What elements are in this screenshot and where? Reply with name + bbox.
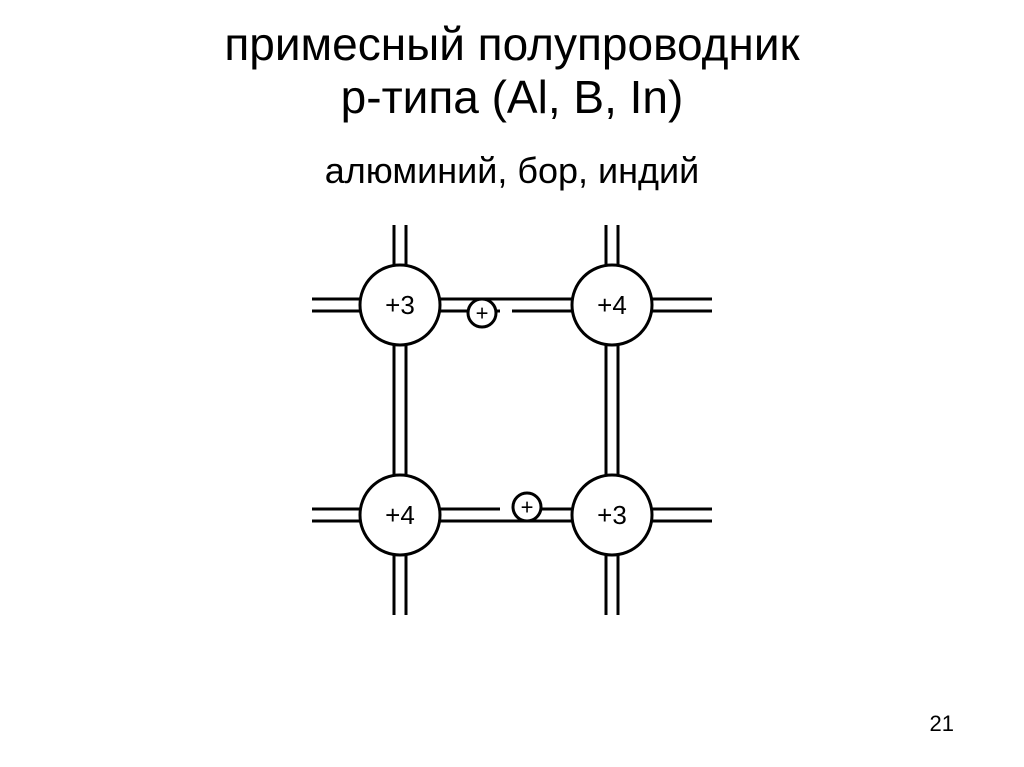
svg-text:+3: +3 (385, 290, 415, 320)
lattice-svg: +3 +4 +4 +3 + + (312, 225, 712, 625)
svg-text:+4: +4 (597, 290, 627, 320)
slide-title: примесный полупроводник p-типа (Al, B, I… (0, 18, 1024, 124)
svg-text:+: + (521, 495, 534, 520)
slide-subtitle: алюминий, бор, индий (0, 150, 1024, 192)
lattice-diagram: +3 +4 +4 +3 + + (312, 225, 712, 625)
slide-page: примесный полупроводник p-типа (Al, B, I… (0, 0, 1024, 767)
title-line-1: примесный полупроводник (224, 18, 799, 70)
svg-text:+3: +3 (597, 500, 627, 530)
svg-text:+: + (476, 301, 489, 326)
svg-text:+4: +4 (385, 500, 415, 530)
page-number: 21 (930, 711, 954, 737)
title-line-2: p-типа (Al, B, In) (341, 71, 684, 123)
